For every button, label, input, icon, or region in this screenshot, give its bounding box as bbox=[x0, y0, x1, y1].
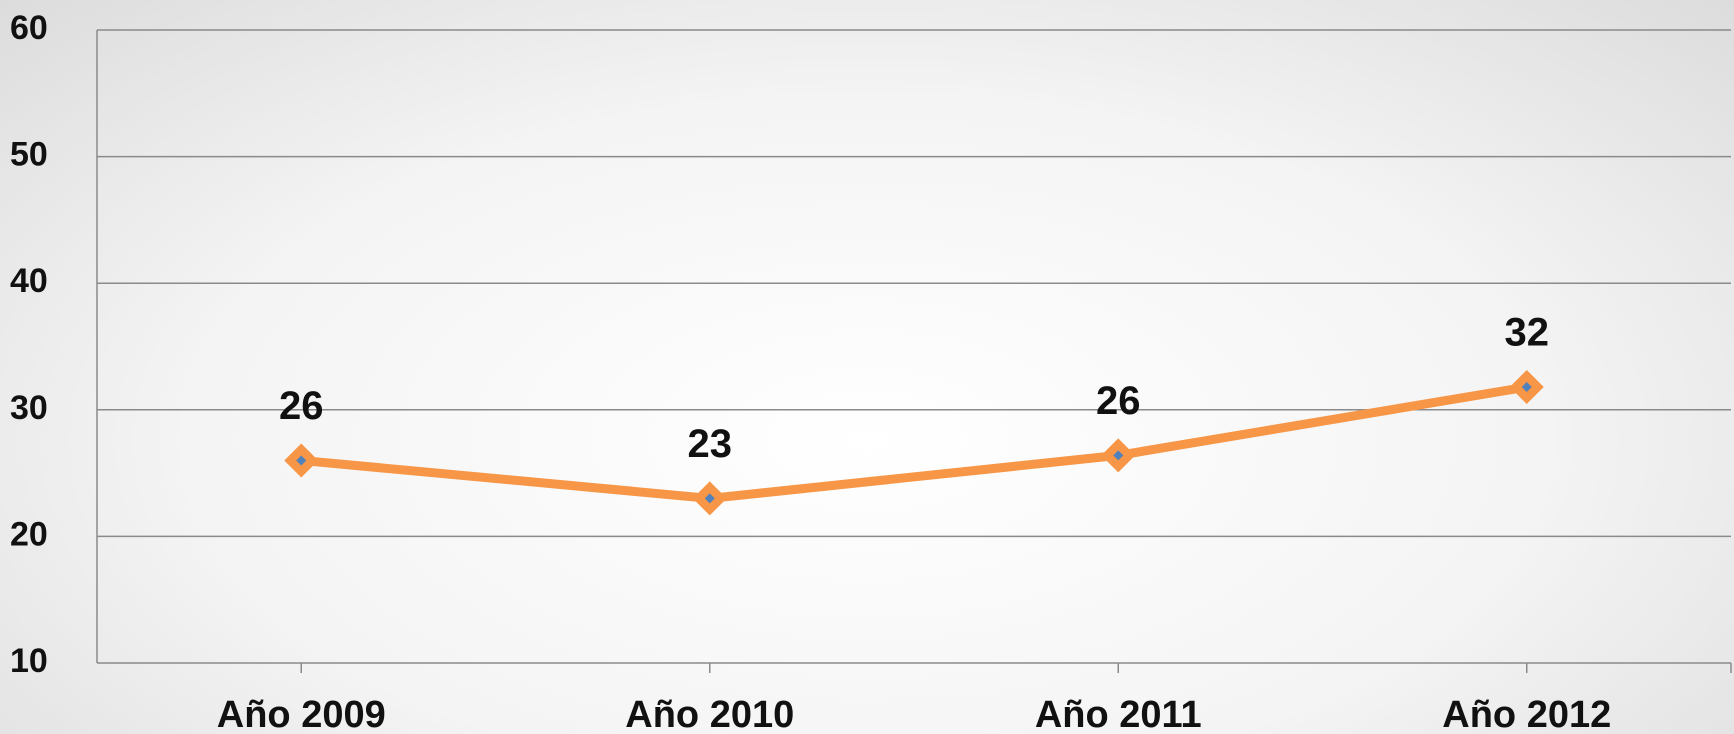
data-label: 32 bbox=[1505, 311, 1550, 355]
x-tick-label: Año 2010 bbox=[625, 694, 794, 734]
y-tick-label: 40 bbox=[10, 262, 48, 300]
y-tick-label: 60 bbox=[10, 9, 48, 47]
marker-center bbox=[296, 455, 307, 466]
y-tick-label: 10 bbox=[10, 642, 48, 680]
marker-center bbox=[1521, 382, 1532, 393]
marker-center bbox=[704, 493, 715, 504]
marker-center bbox=[1113, 450, 1124, 461]
data-label: 26 bbox=[1096, 379, 1141, 423]
y-tick-label: 50 bbox=[10, 136, 48, 174]
y-tick-label: 30 bbox=[10, 389, 48, 427]
x-tick-label: Año 2009 bbox=[217, 694, 386, 734]
x-tick-label: Año 2012 bbox=[1442, 694, 1611, 734]
x-tick-label: Año 2011 bbox=[1035, 694, 1202, 734]
line-series bbox=[300, 382, 1528, 503]
y-tick-label: 20 bbox=[10, 515, 48, 553]
data-label: 23 bbox=[688, 422, 733, 466]
data-label: 26 bbox=[279, 384, 324, 428]
